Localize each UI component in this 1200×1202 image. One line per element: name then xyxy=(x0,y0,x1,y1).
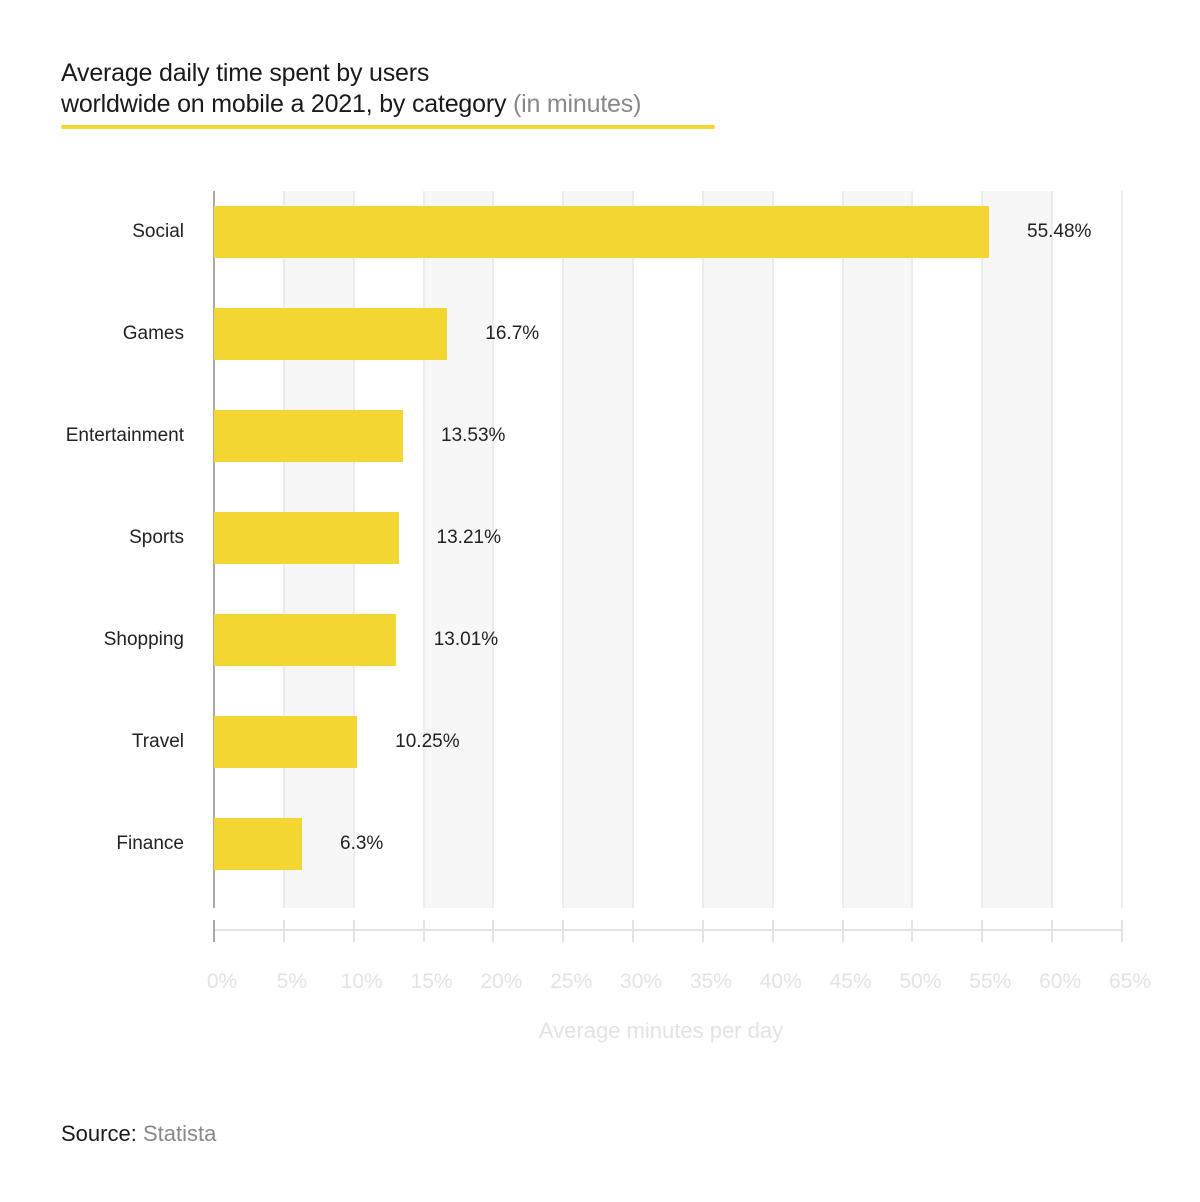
x-axis-title: Average minutes per day xyxy=(538,1018,784,1043)
x-axis-tick xyxy=(1121,920,1123,942)
x-axis-tick xyxy=(213,920,215,942)
chart-title-line2: worldwide on mobile a 2021, by category … xyxy=(61,90,642,118)
x-axis-tick-label: 55% xyxy=(969,970,1012,993)
source-note: Source: Statista xyxy=(61,1121,216,1147)
title-underline xyxy=(61,125,715,129)
x-axis-tick xyxy=(422,920,425,942)
x-axis-tick xyxy=(1051,920,1054,942)
x-axis-tick-label: 60% xyxy=(1039,970,1082,993)
source-name: Statista xyxy=(142,1121,217,1146)
grid-stripe xyxy=(842,191,913,908)
x-axis-tick-label: 0% xyxy=(206,970,238,993)
bar-finance xyxy=(214,818,302,870)
plot-area xyxy=(214,191,1123,908)
x-axis-tick xyxy=(771,920,774,942)
grid-stripe xyxy=(702,191,773,908)
x-axis-tick-label: 15% xyxy=(410,970,453,993)
gridline xyxy=(562,191,565,908)
gridline xyxy=(1051,191,1054,908)
chart-title-unit: (in minutes) xyxy=(513,90,642,118)
bar-games xyxy=(214,308,448,360)
bar-travel xyxy=(214,716,358,768)
x-axis-tick-label: 45% xyxy=(829,970,872,993)
value-label: 55.48% xyxy=(1027,221,1092,242)
x-axis-tick xyxy=(841,920,844,942)
category-label: Games xyxy=(122,323,184,344)
value-label: 13.21% xyxy=(436,527,501,548)
x-axis-tick-label: 10% xyxy=(340,970,383,993)
bar-sports xyxy=(214,512,399,564)
bar-social xyxy=(214,206,989,258)
x-axis-line xyxy=(214,929,1122,931)
x-axis-tick-label: 25% xyxy=(550,970,593,993)
x-axis xyxy=(213,920,1123,942)
x-axis-tick xyxy=(352,920,355,942)
x-axis-tick xyxy=(981,920,984,942)
value-label: 13.01% xyxy=(433,629,499,650)
chart-title: Average daily time spent by users worldw… xyxy=(61,58,641,120)
x-axis-tick xyxy=(911,920,914,942)
x-axis-tick xyxy=(701,920,704,942)
gridline xyxy=(1121,191,1123,908)
category-label: Entertainment xyxy=(65,425,184,446)
gridline xyxy=(911,191,914,908)
x-axis-tick-label: 50% xyxy=(899,970,942,993)
gridline xyxy=(492,191,495,908)
x-axis-tick-label: 30% xyxy=(620,970,663,993)
source-label: Source: xyxy=(61,1121,137,1146)
gridline xyxy=(422,191,425,908)
x-axis-tick-label: 35% xyxy=(689,970,732,993)
x-axis-tick xyxy=(492,920,495,942)
x-axis-tick xyxy=(632,920,635,942)
value-label: 13.53% xyxy=(441,425,506,446)
category-label: Sports xyxy=(129,527,184,548)
category-label: Shopping xyxy=(103,629,184,650)
value-label: 16.7% xyxy=(485,323,540,344)
value-label: 6.3% xyxy=(340,833,384,854)
x-axis-tick-label: 65% xyxy=(1108,970,1152,993)
gridline xyxy=(771,191,774,908)
x-axis-tick-label: 20% xyxy=(480,970,523,993)
bar-shopping xyxy=(214,614,396,666)
gridline xyxy=(632,191,635,908)
grid-stripe xyxy=(982,191,1053,908)
chart-title-line1: Average daily time spent by users xyxy=(61,59,430,87)
x-axis-tick xyxy=(282,920,285,942)
category-label: Finance xyxy=(116,833,184,854)
x-axis-tick xyxy=(562,920,565,942)
gridline xyxy=(981,191,984,908)
gridline xyxy=(701,191,704,908)
value-label: 10.25% xyxy=(395,731,460,752)
x-axis-tick-label: 40% xyxy=(759,970,802,993)
grid-stripe xyxy=(563,191,634,908)
gridline xyxy=(841,191,844,908)
bar-entertainment xyxy=(214,410,403,462)
category-label: Travel xyxy=(131,731,184,752)
category-label: Social xyxy=(132,221,184,242)
x-axis-tick-label: 5% xyxy=(276,970,308,993)
